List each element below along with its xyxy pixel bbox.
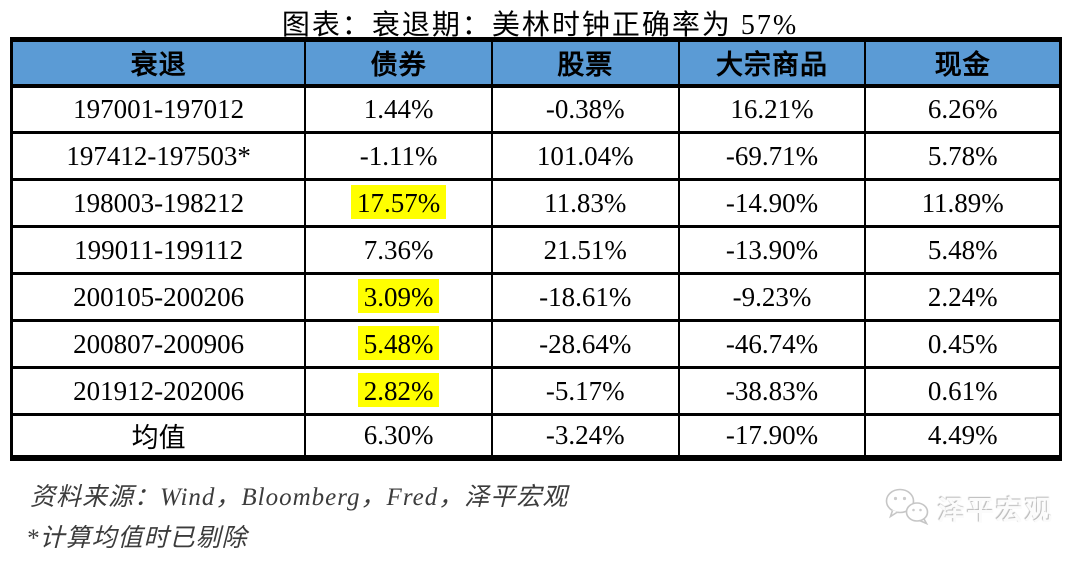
table-row: 201912-202006 2.82% -5.17% -38.83% 0.61% xyxy=(10,366,1062,416)
value-cell: 11.89% xyxy=(864,178,1062,228)
value-cell: -18.61% xyxy=(490,272,680,322)
value-cell: 2.82% xyxy=(304,366,493,416)
period-cell: 201912-202006 xyxy=(10,366,307,416)
asterisk-note: *计算均值时已剔除 xyxy=(26,525,248,552)
value-cell: -69.71% xyxy=(677,131,867,181)
value-cell: -13.90% xyxy=(677,225,867,275)
value-cell: 17.57% xyxy=(304,178,493,228)
page-title: 图表：衰退期：美林时钟正确率为 57% xyxy=(281,10,799,41)
table-row: 197412-197503* -1.11% 101.04% -69.71% 5.78% xyxy=(10,131,1062,181)
table-row: 均值 6.30% -3.24% -17.90% 4.49% xyxy=(10,413,1062,459)
value-cell: -1.11% xyxy=(304,131,493,181)
highlighted-value: 17.57% xyxy=(350,184,447,219)
value-cell: 4.49% xyxy=(864,413,1062,459)
value-cell: 6.30% xyxy=(304,413,493,459)
merrill-clock-table: 衰退 债券 股票 大宗商品 现金 197001-197012 1.44% -0.38… xyxy=(10,37,1062,461)
watermark-label: 泽平宏观 xyxy=(938,496,1054,526)
table-row: 200807-200906 5.48% -28.64% -46.74% 0.45% xyxy=(10,319,1062,369)
period-cell: 均值 xyxy=(10,413,307,459)
value-cell: -0.38% xyxy=(490,84,680,134)
period-cell: 200807-200906 xyxy=(10,319,307,369)
header-cell-cash: 现金 xyxy=(864,38,1062,88)
table-row: 200105-200206 3.09% -18.61% -9.23% 2.24% xyxy=(10,272,1062,322)
table-row: 198003-198212 17.57% 11.83% -14.90% 11.89% xyxy=(10,178,1062,228)
header-cell-bonds: 债券 xyxy=(304,38,493,88)
value-cell: 2.24% xyxy=(864,272,1062,322)
value-cell: 6.26% xyxy=(864,84,1062,134)
value-cell: -38.83% xyxy=(677,366,867,416)
table-row: 197001-197012 1.44% -0.38% 16.21% 6.26% xyxy=(10,84,1062,134)
value-cell: -17.90% xyxy=(677,413,867,459)
table-header: 衰退 债券 股票 大宗商品 现金 xyxy=(10,38,1062,88)
value-cell: 5.48% xyxy=(864,225,1062,275)
value-cell: 7.36% xyxy=(304,225,493,275)
period-cell: 200105-200206 xyxy=(10,272,307,322)
table-row: 199011-199112 7.36% 21.51% -13.90% 5.48% xyxy=(10,225,1062,275)
highlighted-value: 5.48% xyxy=(357,325,440,360)
value-cell: -9.23% xyxy=(677,272,867,322)
value-cell: 101.04% xyxy=(490,131,680,181)
highlighted-value: 2.82% xyxy=(357,372,440,407)
value-cell: 1.44% xyxy=(304,84,493,134)
period-cell: 199011-199112 xyxy=(10,225,307,275)
table-body: 197001-197012 1.44% -0.38% 16.21% 6.26% 19741… xyxy=(10,84,1062,459)
value-cell: 0.45% xyxy=(864,319,1062,369)
value-cell: 5.78% xyxy=(864,131,1062,181)
value-cell: 21.51% xyxy=(490,225,680,275)
value-cell: 11.83% xyxy=(490,178,680,228)
period-cell: 198003-198212 xyxy=(10,178,307,228)
value-cell: -5.17% xyxy=(490,366,680,416)
header-row: 衰退 债券 股票 大宗商品 现金 xyxy=(10,38,1062,88)
value-cell: -14.90% xyxy=(677,178,867,228)
highlighted-value: 3.09% xyxy=(357,278,440,313)
value-cell: 3.09% xyxy=(304,272,493,322)
source-note: 资料来源：Wind，Bloomberg，Fred，泽平宏观 xyxy=(30,484,569,511)
period-cell: 197001-197012 xyxy=(10,84,307,134)
header-cell-stocks: 股票 xyxy=(490,38,680,88)
header-cell-recession: 衰退 xyxy=(10,38,307,88)
value-cell: -28.64% xyxy=(490,319,680,369)
value-cell: 16.21% xyxy=(677,84,867,134)
period-cell: 197412-197503* xyxy=(10,131,307,181)
wechat-chat-bubbles-icon xyxy=(884,487,932,530)
value-cell: -3.24% xyxy=(490,413,680,459)
header-cell-commodities: 大宗商品 xyxy=(677,38,867,88)
watermark: 泽平宏观 xyxy=(884,487,1054,530)
value-cell: 0.61% xyxy=(864,366,1062,416)
value-cell: 5.48% xyxy=(304,319,493,369)
value-cell: -46.74% xyxy=(677,319,867,369)
